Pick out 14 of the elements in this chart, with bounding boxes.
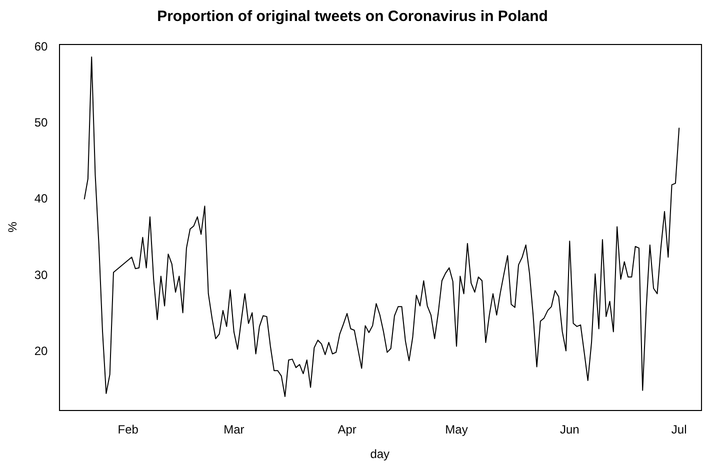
y-tick-label: 60: [34, 39, 48, 54]
x-tick-label: Feb: [118, 422, 139, 437]
x-tick-label: Jun: [560, 422, 580, 437]
y-tick-label: 40: [34, 192, 48, 206]
x-tick-label: Jul: [671, 422, 687, 437]
x-axis-title: day: [370, 447, 390, 462]
x-tick-label: Mar: [224, 422, 244, 437]
y-axis-title: %: [6, 221, 20, 232]
x-tick-label: Apr: [338, 422, 356, 437]
y-tick-label: 30: [34, 268, 48, 282]
y-tick-label: 50: [34, 115, 48, 130]
x-tick-label: May: [445, 422, 468, 437]
chart-title: Proportion of original tweets on Coronavirus in Poland: [157, 8, 548, 26]
y-tick-label: 20: [34, 344, 48, 358]
